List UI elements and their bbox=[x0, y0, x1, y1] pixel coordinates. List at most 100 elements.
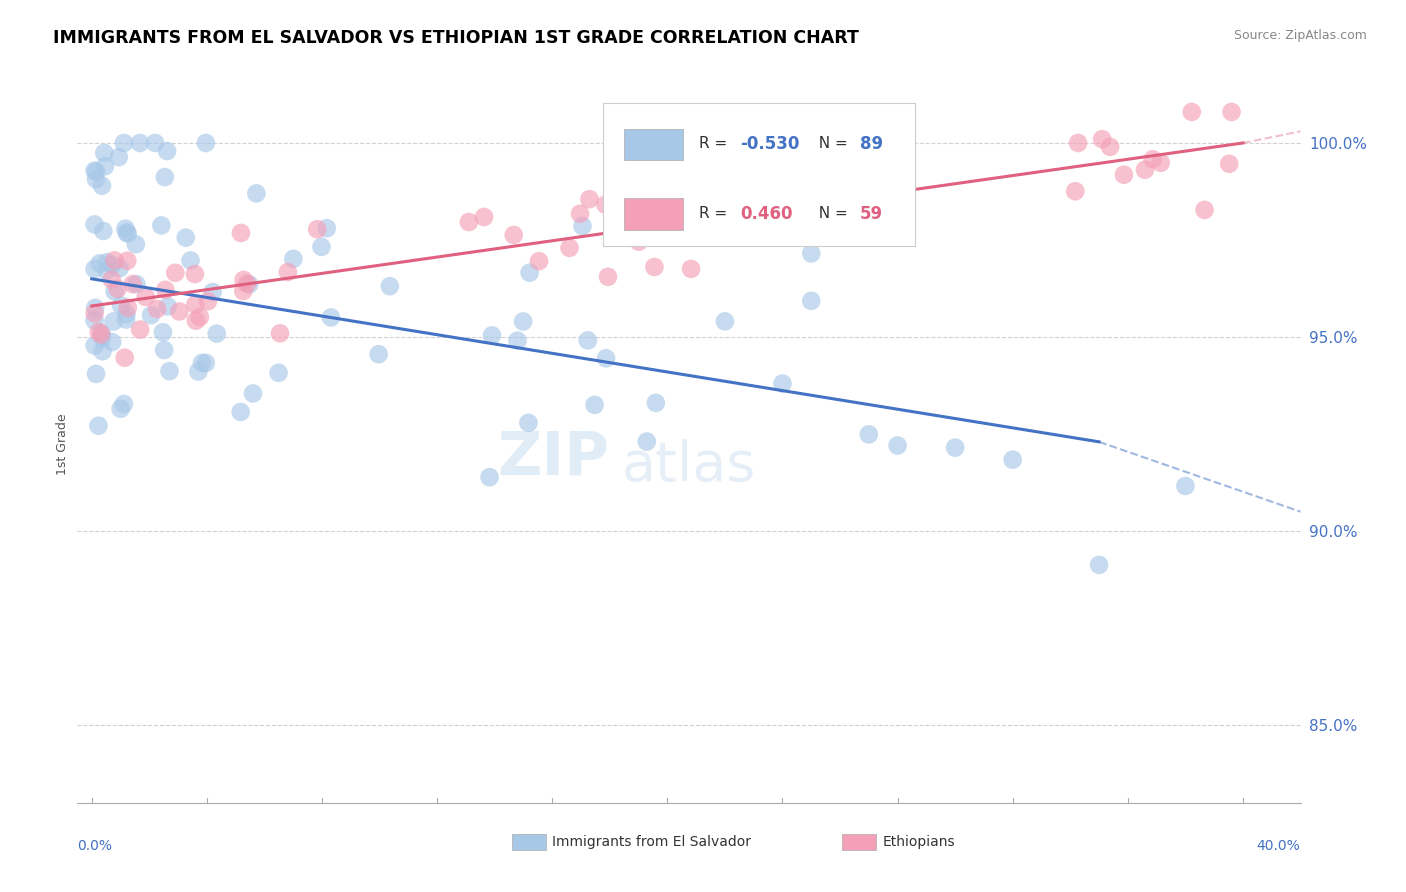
Point bbox=[91, 178, 114, 193]
Point bbox=[104, 285, 127, 299]
Point bbox=[96, 264, 118, 278]
Point bbox=[117, 301, 139, 315]
Text: IMMIGRANTS FROM EL SALVADOR VS ETHIOPIAN 1ST GRADE CORRELATION CHART: IMMIGRANTS FROM EL SALVADOR VS ETHIOPIAN… bbox=[53, 29, 859, 47]
FancyBboxPatch shape bbox=[512, 834, 546, 850]
Point bbox=[125, 277, 148, 292]
Point bbox=[117, 227, 139, 241]
Point bbox=[527, 254, 550, 268]
Point bbox=[115, 312, 138, 326]
Point bbox=[153, 343, 176, 357]
Point bbox=[84, 301, 107, 315]
Point bbox=[1142, 153, 1164, 167]
Point bbox=[596, 269, 619, 284]
Point bbox=[205, 326, 228, 341]
Point bbox=[83, 218, 105, 232]
Point bbox=[776, 206, 799, 220]
Point bbox=[378, 279, 401, 293]
Text: 59: 59 bbox=[860, 205, 883, 223]
Point bbox=[108, 261, 131, 276]
Point bbox=[101, 334, 124, 349]
Point bbox=[367, 347, 389, 361]
Point bbox=[472, 210, 495, 224]
Point bbox=[519, 266, 541, 280]
Point bbox=[1220, 104, 1243, 119]
Point bbox=[96, 255, 118, 269]
Point bbox=[772, 376, 794, 391]
Text: 89: 89 bbox=[860, 135, 883, 153]
Point bbox=[110, 401, 132, 416]
Point bbox=[681, 261, 703, 276]
Point bbox=[117, 253, 139, 268]
Point bbox=[1001, 452, 1024, 467]
Point bbox=[125, 237, 148, 252]
Point bbox=[100, 272, 122, 286]
FancyBboxPatch shape bbox=[842, 834, 876, 850]
Point bbox=[457, 215, 479, 229]
Point bbox=[139, 308, 162, 322]
Point bbox=[107, 282, 129, 296]
Point bbox=[197, 294, 219, 309]
Point bbox=[115, 226, 138, 240]
Point bbox=[159, 364, 181, 378]
Y-axis label: 1st Grade: 1st Grade bbox=[56, 413, 69, 475]
Point bbox=[616, 227, 638, 241]
Point bbox=[506, 334, 529, 348]
Point bbox=[1067, 136, 1090, 150]
Point bbox=[174, 230, 197, 244]
Point bbox=[236, 277, 259, 291]
Point bbox=[91, 224, 114, 238]
FancyBboxPatch shape bbox=[624, 128, 683, 161]
Point bbox=[191, 356, 214, 370]
Point bbox=[152, 325, 174, 339]
Point bbox=[232, 273, 254, 287]
Point bbox=[1112, 168, 1135, 182]
Point bbox=[87, 325, 110, 339]
Point bbox=[267, 366, 290, 380]
Point bbox=[121, 277, 143, 291]
Point bbox=[1091, 132, 1114, 146]
Point bbox=[153, 170, 176, 185]
Point bbox=[1194, 202, 1216, 217]
Point bbox=[187, 365, 209, 379]
Point bbox=[93, 145, 115, 160]
Point bbox=[229, 405, 252, 419]
Point bbox=[283, 252, 305, 266]
Point bbox=[83, 313, 105, 327]
Point bbox=[882, 189, 904, 203]
Point bbox=[502, 227, 524, 242]
Point bbox=[1218, 157, 1240, 171]
Point bbox=[517, 416, 540, 430]
Point bbox=[800, 246, 823, 260]
Point bbox=[595, 197, 617, 211]
Point bbox=[84, 172, 107, 186]
Point bbox=[90, 326, 112, 341]
Point bbox=[785, 208, 807, 222]
Text: ZIP: ZIP bbox=[498, 429, 609, 488]
Point bbox=[180, 253, 202, 268]
Point bbox=[169, 304, 191, 318]
Point bbox=[83, 306, 105, 320]
Point bbox=[84, 367, 107, 381]
Point bbox=[242, 386, 264, 401]
Point bbox=[150, 219, 173, 233]
Point bbox=[571, 219, 593, 233]
Point bbox=[103, 314, 125, 328]
Point bbox=[1181, 104, 1204, 119]
Point bbox=[232, 284, 254, 298]
Point bbox=[108, 150, 131, 164]
Point bbox=[277, 265, 299, 279]
FancyBboxPatch shape bbox=[603, 103, 915, 246]
Point bbox=[800, 293, 823, 308]
Point bbox=[128, 136, 150, 150]
Point bbox=[194, 356, 217, 370]
Text: Ethiopians: Ethiopians bbox=[882, 835, 955, 849]
Point bbox=[1150, 155, 1173, 169]
Text: 40.0%: 40.0% bbox=[1257, 838, 1301, 853]
Point bbox=[720, 217, 742, 231]
Point bbox=[91, 344, 114, 359]
Point bbox=[90, 327, 112, 342]
Text: N =: N = bbox=[808, 206, 852, 221]
Point bbox=[605, 221, 627, 235]
Point bbox=[112, 397, 135, 411]
Point bbox=[583, 398, 606, 412]
